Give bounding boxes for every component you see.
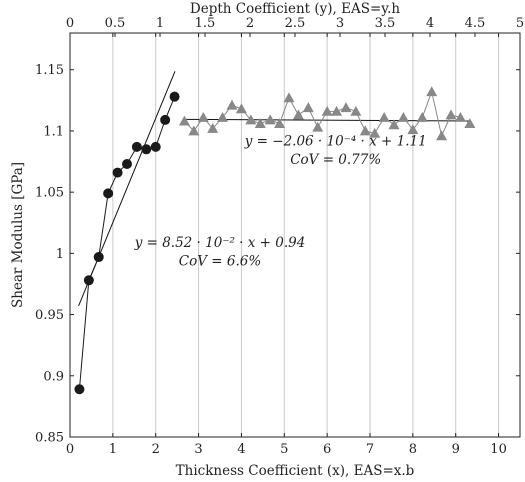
x-tick-label: 4 (237, 442, 245, 457)
data-point (436, 130, 448, 141)
data-point (369, 127, 381, 138)
x2-tick-label: 1 (156, 16, 164, 31)
data-point (169, 91, 180, 102)
data-series (74, 86, 476, 395)
fit-line (185, 118, 471, 122)
data-point (112, 167, 123, 178)
data-point (416, 111, 428, 122)
x-tick-label: 2 (152, 442, 160, 457)
top-x-axis-label: Depth Coefficient (y), EAS=y.h (190, 1, 401, 17)
x2-tick-label: 5 (516, 16, 524, 31)
x-tick-label: 0 (66, 442, 74, 457)
x2-tick-label: 4.5 (465, 16, 486, 31)
y-tick-label: 1.05 (35, 186, 64, 201)
y-tick-label: 0.95 (35, 308, 64, 323)
data-point (207, 122, 219, 133)
data-point (274, 118, 286, 128)
data-point (454, 111, 466, 122)
data-point (188, 125, 200, 136)
annotations: y = 8.52 · 10⁻² · x + 0.94 CoV = 6.6% y = … (134, 134, 427, 270)
data-point (359, 125, 371, 136)
data-point (226, 99, 238, 110)
data-point (407, 124, 419, 135)
data-point (283, 92, 295, 103)
x2-tick-label: 3.5 (375, 16, 396, 31)
data-point (464, 118, 476, 128)
data-point (131, 141, 142, 152)
data-point (445, 109, 457, 120)
data-point (93, 252, 104, 263)
data-point (426, 86, 438, 97)
x2-tick-label: 4 (426, 16, 434, 31)
x-tick-label: 8 (409, 442, 417, 457)
annotation: CoV = 6.6% (179, 254, 261, 270)
data-point (245, 114, 257, 125)
data-point (254, 118, 266, 128)
data-point (388, 119, 400, 130)
x-tick-label: 5 (280, 442, 288, 457)
data-point (197, 111, 209, 122)
y-tick-label: 1 (56, 247, 64, 262)
x-tick-label: 9 (452, 442, 460, 457)
x-tick-label: 7 (366, 442, 374, 457)
annotation: CoV = 0.77% (290, 152, 381, 168)
data-point (397, 111, 409, 122)
y-tick-label: 1.1 (43, 124, 64, 139)
y-tick-label: 0.9 (43, 369, 64, 384)
data-point (103, 188, 114, 199)
data-point (235, 103, 247, 114)
data-point (83, 275, 94, 286)
x2-tick-label: 3 (336, 16, 344, 31)
y-tick-label: 0.85 (35, 431, 64, 446)
data-point (340, 102, 352, 113)
data-point (321, 105, 333, 116)
annotation: y = −2.06 · 10⁻⁴ · x + 1.11 (244, 134, 427, 150)
x-tick-label: 3 (194, 442, 202, 457)
x2-tick-label: 0.5 (105, 16, 126, 31)
x-axis-label: Thickness Coefficient (x), EAS=x.b (176, 463, 415, 479)
data-point (331, 105, 343, 116)
grid (112, 33, 500, 437)
x-tick-label: 1 (109, 442, 117, 457)
x2-tick-label: 2.5 (285, 16, 306, 31)
x2-tick-label: 0 (66, 16, 74, 31)
data-point (264, 114, 276, 125)
y-axis-label: Shear Modulus [GPa] (10, 162, 26, 308)
data-point (350, 105, 362, 116)
data-point (141, 144, 152, 155)
annotation: y = 8.52 · 10⁻² · x + 0.94 (134, 235, 306, 251)
data-point (178, 115, 190, 126)
y-tick-label: 1.15 (35, 63, 64, 78)
fit-lines (78, 71, 471, 307)
data-point (122, 158, 132, 169)
data-point (378, 111, 390, 122)
data-point (150, 141, 161, 152)
x2-tick-label: 2 (246, 16, 254, 31)
data-point (74, 384, 85, 395)
axis-ticks: 0 1 2 3 4 5 6 7 8 9 10 0 0.5 1 1.5 2 2.5 3 3.5 4 4.5 5 0.85 0.9… (35, 16, 524, 457)
data-point (217, 111, 229, 122)
x-tick-label: 6 (323, 442, 331, 457)
data-point (160, 114, 171, 125)
data-point (302, 102, 314, 113)
x2-tick-label: 1.5 (195, 16, 216, 31)
x-tick-label: 10 (490, 442, 507, 457)
data-point (292, 109, 304, 120)
data-point (312, 121, 324, 132)
